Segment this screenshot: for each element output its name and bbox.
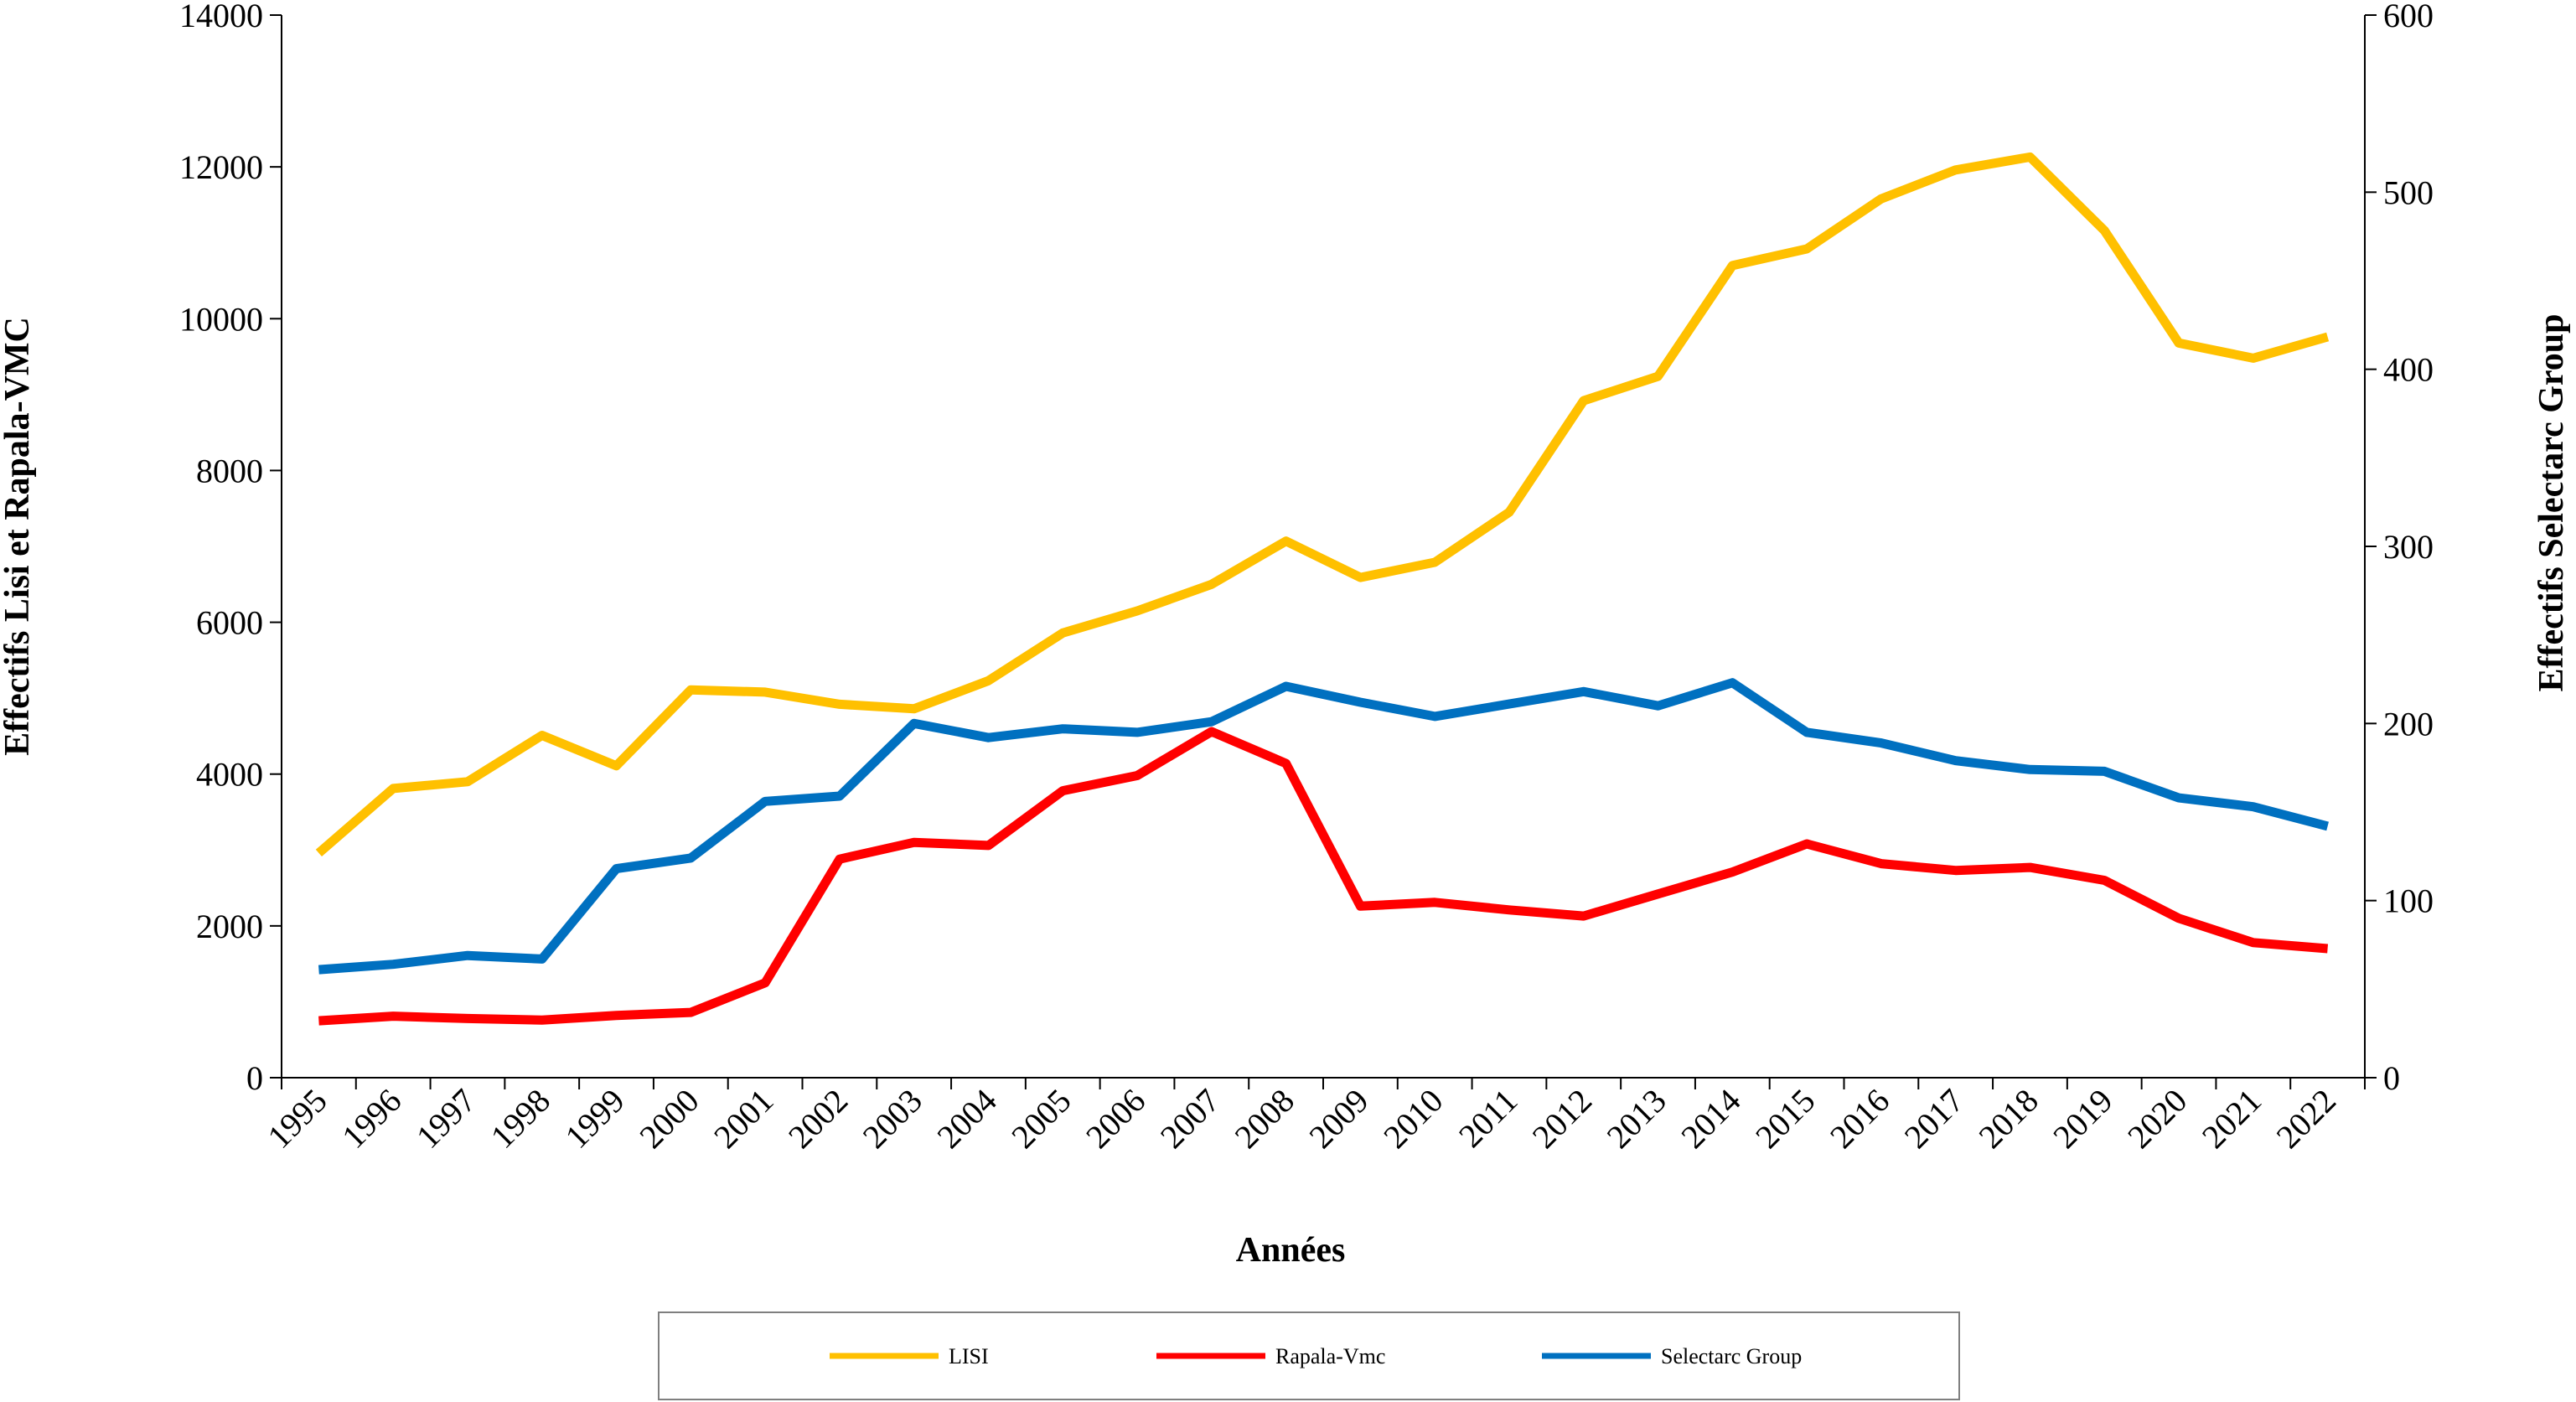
legend-label: Rapala-Vmc — [1275, 1344, 1385, 1368]
x-tick-label: 2003 — [856, 1082, 929, 1156]
right-tick-label: 400 — [2383, 351, 2434, 389]
x-tick-label: 2009 — [1301, 1082, 1375, 1156]
x-tick-label: 2011 — [1451, 1082, 1524, 1155]
right-tick-label: 600 — [2383, 0, 2434, 34]
x-tick-label: 2014 — [1673, 1082, 1747, 1156]
x-tick-label: 1995 — [260, 1082, 334, 1156]
x-tick-label: 2010 — [1376, 1082, 1450, 1156]
x-tick-label: 2005 — [1004, 1082, 1078, 1156]
x-tick-label: 2022 — [2269, 1082, 2343, 1156]
left-tick-label: 8000 — [196, 452, 263, 489]
x-tick-label: 2017 — [1897, 1082, 1971, 1156]
right-y-axis-title: Effectifs Selectarc Group — [2532, 314, 2571, 692]
x-tick-label: 2018 — [1971, 1082, 2045, 1156]
x-tick-label: 1998 — [484, 1082, 557, 1156]
legend-label: LISI — [949, 1344, 989, 1368]
x-tick-label: 1996 — [334, 1082, 408, 1156]
series-line-lisi — [315, 152, 2330, 857]
x-tick-label: 2007 — [1153, 1082, 1227, 1156]
x-tick-label: 2012 — [1525, 1082, 1599, 1156]
x-tick-label: 2019 — [2046, 1082, 2119, 1156]
left-tick-label: 10000 — [179, 300, 263, 338]
x-tick-label: 2016 — [1823, 1082, 1896, 1156]
x-tick-label: 2015 — [1748, 1082, 1822, 1156]
x-tick-label: 1997 — [409, 1082, 483, 1156]
legend-label: Selectarc Group — [1661, 1344, 1802, 1368]
x-tick-label: 2004 — [929, 1082, 1003, 1156]
right-tick-label: 300 — [2383, 528, 2434, 566]
left-y-axis-title: Effectifs Lisi et Rapala-VMC — [0, 317, 37, 756]
right-tick-label: 0 — [2383, 1059, 2400, 1097]
right-tick-label: 500 — [2383, 173, 2434, 211]
tick-labels: 0200040006000800010000120001400001002003… — [179, 0, 2434, 1156]
left-tick-label: 4000 — [196, 756, 263, 794]
right-tick-label: 200 — [2383, 705, 2434, 742]
right-tick-label: 100 — [2383, 882, 2434, 920]
left-tick-label: 2000 — [196, 908, 263, 945]
x-tick-label: 2020 — [2120, 1082, 2194, 1156]
x-tick-label: 2000 — [632, 1082, 706, 1156]
series-line-rapala-vmc — [318, 727, 2329, 1026]
x-tick-label: 2021 — [2195, 1082, 2268, 1156]
axes — [270, 14, 2377, 1089]
x-tick-label: 2001 — [706, 1082, 780, 1156]
left-tick-label: 0 — [246, 1059, 263, 1097]
series-lines — [315, 152, 2330, 1026]
legend: LISI Rapala-Vmc Selectarc Group — [658, 1311, 1960, 1400]
x-axis-title: Années — [1236, 1231, 1346, 1270]
series-line-selectarc-group — [318, 678, 2329, 975]
x-tick-label: 2013 — [1600, 1082, 1673, 1156]
x-tick-label: 1999 — [558, 1082, 632, 1156]
left-tick-label: 12000 — [179, 148, 263, 186]
left-tick-label: 14000 — [179, 0, 263, 34]
x-tick-label: 2002 — [781, 1082, 855, 1156]
x-tick-label: 2008 — [1228, 1082, 1301, 1156]
x-tick-label: 2006 — [1079, 1082, 1152, 1156]
left-tick-label: 6000 — [196, 604, 263, 642]
